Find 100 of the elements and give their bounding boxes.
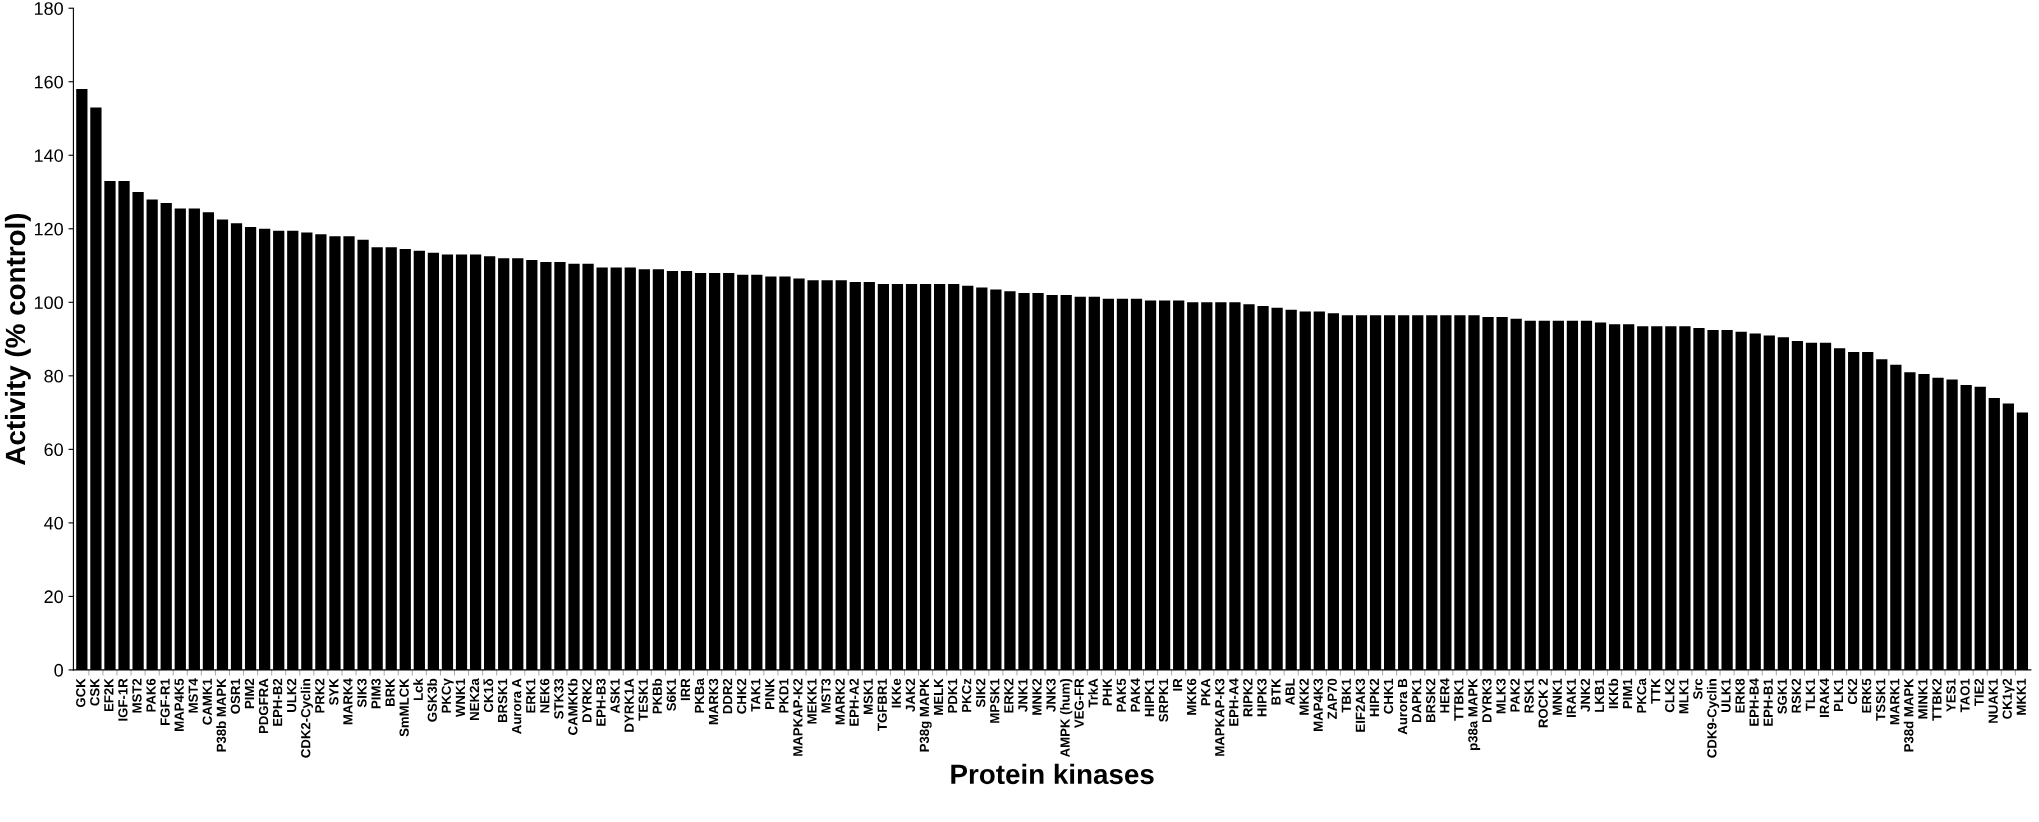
x-tick-label: DYRK2 — [582, 678, 592, 723]
x-tick-label: PRK2 — [315, 678, 325, 713]
x-tick-label: MINK1 — [1918, 678, 1928, 719]
x-tick-label: PKCγ — [441, 678, 454, 713]
x-tick-label: PKBa — [694, 678, 705, 713]
x-tick-label: P38g MAPK — [919, 678, 932, 752]
x-tick-label: ERK5 — [1862, 678, 1872, 713]
x-tick-label: EPH-B4 — [1749, 678, 1759, 726]
x-tick-label: PHK — [1102, 678, 1112, 706]
x-tick-label: CAMKKb — [567, 678, 578, 735]
x-tick-label: MKK6 — [1186, 678, 1197, 715]
x-tick-label: IKKb — [1608, 678, 1619, 709]
x-tick-label: JAK2 — [905, 678, 916, 712]
x-tick-label: IRAK1 — [1566, 678, 1576, 717]
x-tick-label: PKBb — [652, 678, 662, 714]
x-tick-label: CDK9-Cyclin — [1706, 679, 1720, 758]
y-tick-label: 40 — [44, 516, 63, 530]
x-tick-label: CK1γ2 — [2002, 678, 2015, 719]
x-tick-label: MNK2 — [1032, 678, 1042, 715]
x-tick-label: TGFBR1 — [877, 678, 887, 731]
x-tick-label: Aurora B — [1398, 678, 1408, 735]
x-tick-label: HIPK3 — [1257, 678, 1267, 717]
x-tick-label: CHK2 — [736, 678, 747, 714]
x-tick-label: YES1 — [1946, 678, 1956, 712]
x-tick-label: ERK1 — [526, 678, 536, 713]
x-tick-label: MAP4K5 — [174, 678, 184, 731]
x-tick-label: NUAK1 — [1988, 678, 1998, 723]
x-tick-label: MNK1 — [1552, 678, 1562, 715]
x-tick-label: ROCK 2 — [1538, 678, 1548, 728]
x-tick-label: P38d MAPK — [1903, 678, 1914, 752]
y-tick-label: 80 — [44, 369, 63, 383]
x-tick-label: TrkA — [1088, 678, 1098, 708]
x-tick-label: MPSK1 — [990, 678, 1000, 723]
x-tick-label: MARK2 — [835, 678, 845, 725]
x-tick-label: P38b MAPK — [216, 678, 227, 752]
x-tick-label: PDK1 — [948, 678, 958, 713]
x-tick-label: JNK2 — [1580, 678, 1591, 712]
x-tick-label: GSK3b — [427, 678, 437, 722]
x-tick-label: EIF2AK3 — [1355, 678, 1366, 732]
x-tick-label: STK33 — [554, 678, 564, 719]
x-tick-label: DAPK1 — [1412, 678, 1422, 723]
x-tick-label: TAO1 — [1960, 678, 1970, 713]
x-tick-label: DYRK3 — [1482, 678, 1492, 723]
x-tick-label: CK2 — [1847, 678, 1858, 705]
x-tick-label: EPH-B2 — [272, 678, 283, 726]
x-tick-label: IRR — [680, 678, 690, 701]
x-tick-label: PKA — [1201, 678, 1211, 706]
x-tick-label: ERK2 — [1004, 678, 1014, 713]
x-tick-label: IKKe — [891, 678, 901, 708]
x-tick-label: CDK2-Cyclin — [300, 679, 313, 758]
x-tick-label: CLK2 — [1665, 678, 1675, 713]
x-tick-label: MAPKAP-K3 — [1215, 678, 1225, 756]
x-tick-label: WNK1 — [455, 678, 465, 718]
x-tick-label: IRAK4 — [1819, 678, 1829, 717]
x-tick-label: MARK3 — [708, 678, 719, 725]
x-tick-label: AMPK (hum) — [1060, 678, 1073, 758]
x-tick-label: SRPK1 — [1158, 678, 1169, 722]
x-tick-label: MKK2 — [1299, 678, 1309, 715]
x-tick-label: EPH-A4 — [1229, 678, 1239, 726]
x-tick-label: MLK1 — [1679, 678, 1689, 714]
x-tick-label: TTBK1 — [1454, 678, 1464, 721]
x-tick-label: HIPK1 — [1144, 678, 1154, 717]
x-tick-label: TLK1 — [1805, 678, 1815, 712]
x-tick-label: EPH-B1 — [1763, 678, 1773, 726]
x-tick-label: TTBK2 — [1932, 678, 1942, 721]
x-tick-label: MLK3 — [1496, 678, 1506, 714]
x-tick-label: FGF-R1 — [160, 678, 170, 726]
x-tick-label: CSK — [90, 678, 100, 706]
x-tick-label: ASK1 — [610, 678, 620, 714]
x-tick-label: MSK1 — [863, 678, 873, 715]
x-tick-label: PDGFRA — [258, 678, 269, 734]
x-tick-label: HER4 — [1440, 678, 1450, 713]
x-tick-label: MEKK1 — [807, 678, 817, 724]
x-tick-label: BRSK1 — [497, 678, 508, 723]
x-tick-label: PAK5 — [1116, 678, 1126, 712]
x-tick-label: JNK1 — [1018, 678, 1028, 712]
x-tick-label: ULK1 — [1721, 678, 1731, 712]
x-tick-label: Lck — [413, 678, 423, 701]
x-tick-label: BRK — [385, 678, 395, 706]
x-tick-label: BRSK2 — [1426, 678, 1436, 723]
x-tick-label: SmMLCK — [399, 678, 409, 737]
x-tick-label: MST4 — [188, 678, 198, 713]
x-tick-label: TSSK1 — [1875, 678, 1886, 721]
x-tick-label: SIK3 — [357, 678, 367, 708]
y-tick-label: 120 — [34, 222, 63, 236]
x-tick-label: MAP4K3 — [1313, 678, 1323, 731]
x-tick-label: JNK3 — [1046, 678, 1056, 712]
y-tick-label: 20 — [44, 590, 63, 604]
x-tick-label: MST2 — [132, 678, 142, 713]
x-tick-label: DDR2 — [722, 678, 733, 714]
y-tick-label: 0 — [54, 663, 63, 677]
x-tick-label: TTK — [1651, 678, 1661, 704]
x-tick-label: EPH-B3 — [596, 678, 606, 726]
x-tick-label: GCK — [76, 678, 86, 708]
x-tick-label: PKCz — [961, 678, 972, 712]
x-tick-label: DYRK1A — [624, 678, 634, 732]
x-tick-label: BTK — [1271, 678, 1281, 705]
x-tick-label: SIK2 — [976, 678, 986, 708]
x-tick-label: OSR1 — [230, 678, 241, 714]
y-axis-title: Activity (% control) — [4, 213, 31, 465]
